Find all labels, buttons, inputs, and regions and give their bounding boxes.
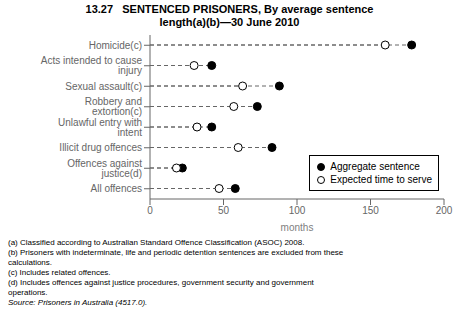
html-text:Aggregate sentence: Aggregate sentence (330, 161, 420, 172)
html-text:(a) Classified according to Au: (a) Classified according to Australian S… (8, 238, 305, 247)
svg-text:All offences: All offences (90, 183, 142, 194)
html-text:Source: Prisoners in Australia: Source: Prisoners in Australia (4517.0). (8, 298, 148, 307)
html-text:13.27 SENTENCED PRISONERS, By: 13.27 SENTENCED PRISONERS, By average se… (85, 3, 374, 15)
html-text:(b) Prisoners with indetermina: (b) Prisoners with indeterminate, life a… (8, 248, 344, 257)
html-text:length(a)(b)—30 June 2010: length(a)(b)—30 June 2010 (159, 16, 300, 28)
svg-text:Illicit drug offences: Illicit drug offences (59, 142, 142, 153)
svg-text:Homicide(c): Homicide(c) (89, 40, 142, 51)
html-text:(d) Includes offences against: (d) Includes offences against justice pr… (8, 278, 314, 287)
svg-text:100: 100 (289, 205, 306, 216)
svg-text:Sexual assault(c): Sexual assault(c) (65, 81, 142, 92)
svg-text:Offences againstjustice(d): Offences againstjustice(d) (67, 158, 142, 179)
html-text:calculations.: calculations. (8, 258, 52, 267)
svg-text:Acts intended to causeinjury: Acts intended to causeinjury (41, 55, 143, 76)
html-text:(c) Includes related offences.: (c) Includes related offences. (8, 268, 111, 277)
html-text:Expected time to serve: Expected time to serve (330, 174, 432, 185)
svg-text:200: 200 (436, 205, 451, 216)
svg-text:150: 150 (362, 205, 379, 216)
svg-text:Unlawful entry withintent: Unlawful entry withintent (58, 117, 142, 138)
svg-text:0: 0 (147, 205, 153, 216)
html-text:operations.: operations. (8, 288, 48, 297)
svg-text:50: 50 (218, 205, 230, 216)
svg-text:Robbery andextortion(c): Robbery andextortion(c) (85, 96, 142, 117)
svg-text:months: months (281, 222, 314, 233)
